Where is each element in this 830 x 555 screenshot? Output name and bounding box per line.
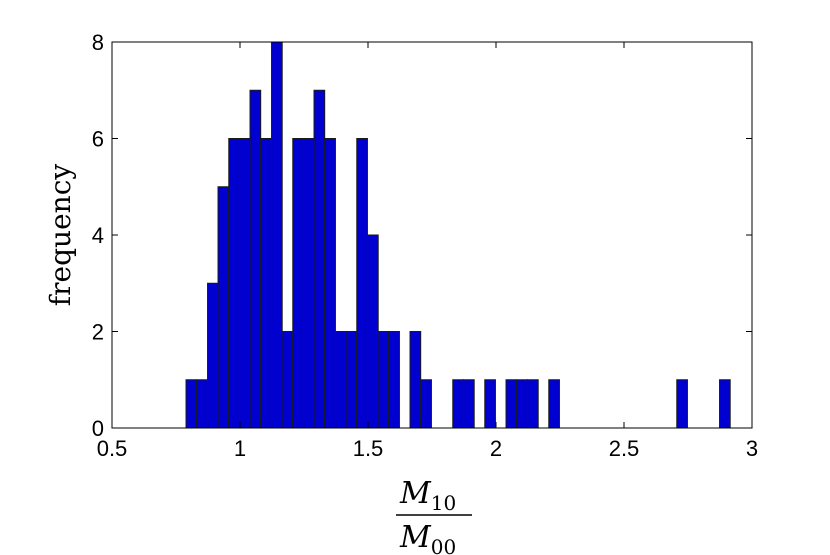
histogram-bar (335, 331, 347, 429)
y-tick-label: 0 (92, 416, 104, 441)
histogram-bar (260, 138, 272, 429)
histogram-bar (324, 138, 336, 429)
histogram-bar (185, 379, 198, 429)
histogram-bar (420, 379, 432, 429)
y-tick-label: 8 (92, 30, 104, 55)
histogram-bar (548, 379, 560, 429)
histogram-bar (388, 331, 400, 429)
histogram-bar (345, 331, 358, 429)
x-label-denominator-sub: 00 (431, 535, 456, 555)
histogram-bar (217, 186, 230, 429)
histogram-bar (207, 282, 219, 429)
x-tick-label: 1 (234, 436, 246, 461)
y-axis-label: frequency (44, 164, 77, 307)
histogram-bar (516, 379, 528, 429)
x-label-numerator-sub: 10 (431, 491, 456, 515)
x-label-numerator-base: M (399, 476, 432, 511)
histogram-bar (313, 89, 326, 429)
histogram-bar (719, 379, 731, 429)
y-ticks-group: 0 2 4 6 8 (92, 30, 752, 441)
histogram-bar (676, 379, 688, 429)
histogram-bar (527, 379, 539, 429)
histogram-bar (356, 138, 368, 429)
histogram-bar (249, 89, 262, 429)
x-tick-label: 1.5 (353, 436, 384, 461)
histogram-bar (409, 331, 422, 429)
x-label-denominator-base: M (399, 520, 432, 555)
x-label-numerator: M10 (399, 476, 456, 515)
histogram-bar (505, 379, 518, 429)
histogram-bar (239, 138, 251, 429)
x-tick-label: 2.5 (609, 436, 640, 461)
x-tick-label: 3 (746, 436, 758, 461)
histogram-bar (463, 379, 475, 429)
x-tick-label: 2 (490, 436, 502, 461)
histogram-bar (452, 379, 464, 429)
x-tick-label: 0.5 (97, 436, 128, 461)
histogram-bar (196, 379, 208, 429)
histogram-bar (484, 379, 496, 429)
y-tick-label: 2 (92, 320, 104, 345)
y-tick-label: 4 (92, 223, 104, 248)
x-ticks-group: 0.5 1 1.5 2 2.5 3 (97, 42, 758, 461)
x-label-denominator: M00 (399, 520, 456, 555)
histogram-bar (281, 331, 294, 429)
x-axis-label: M10 M00 (396, 476, 472, 555)
histogram-bar (292, 138, 304, 429)
y-tick-label: 6 (92, 127, 104, 152)
histogram-bar (303, 138, 315, 429)
histogram-bar (271, 41, 283, 429)
histogram-bar (228, 138, 240, 429)
histogram-bar (377, 331, 390, 429)
histogram-bar (367, 234, 379, 429)
